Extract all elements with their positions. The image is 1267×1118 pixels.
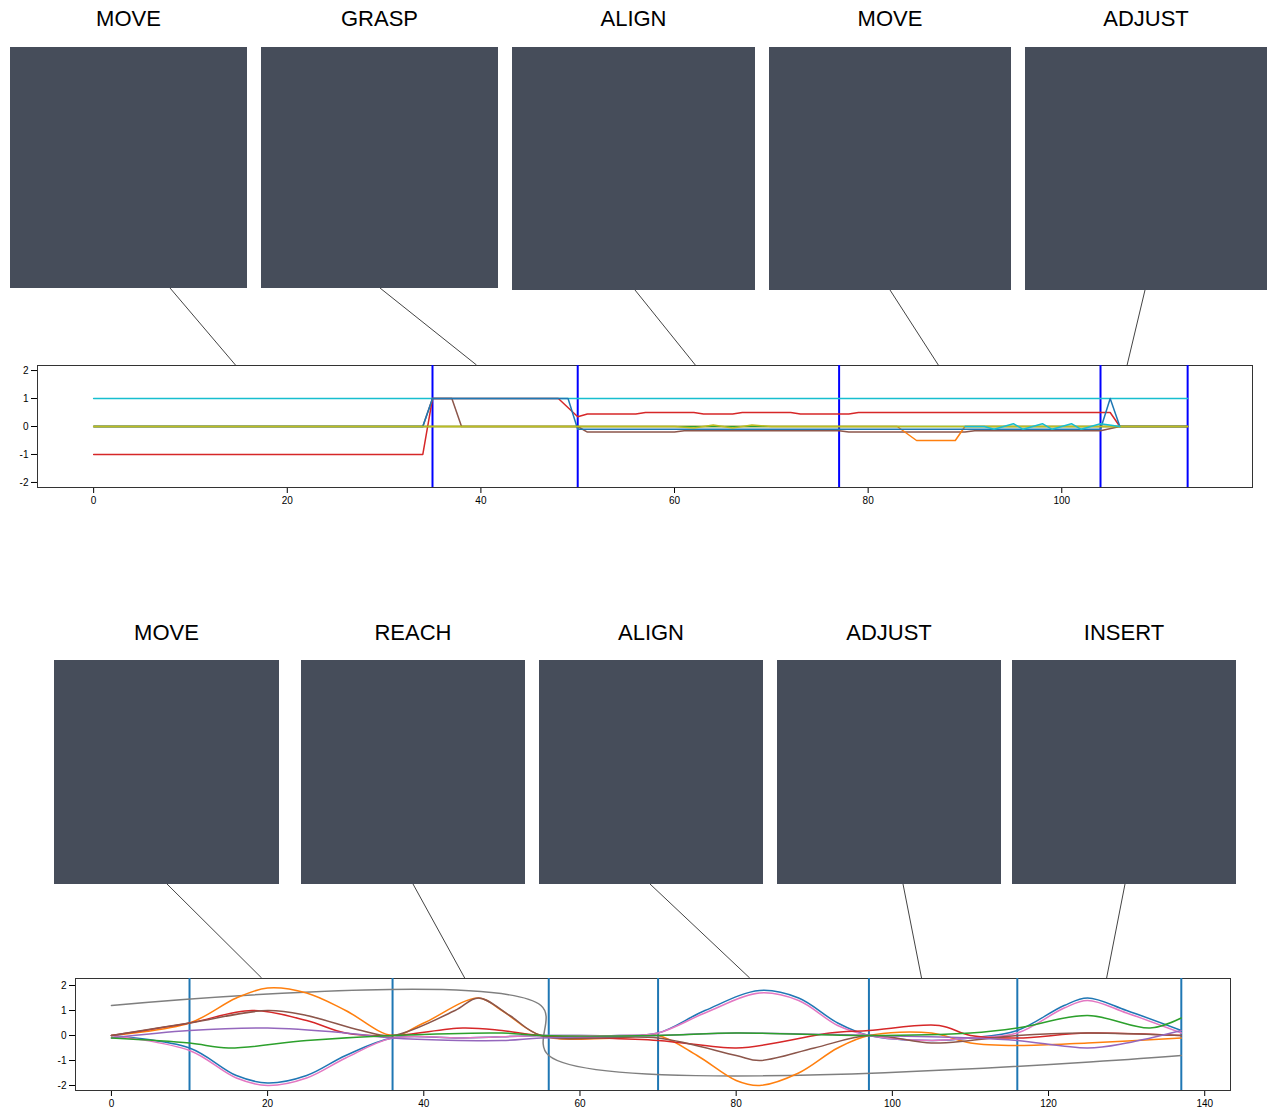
svg-text:40: 40	[418, 1098, 430, 1109]
svg-text:20: 20	[282, 495, 294, 506]
svg-text:80: 80	[863, 495, 875, 506]
svg-text:2: 2	[23, 365, 29, 376]
svg-text:80: 80	[731, 1098, 743, 1109]
html-text:MOVE: MOVE	[96, 6, 161, 31]
html-text:GRASP: GRASP	[341, 6, 418, 31]
html-text:ALIGN: ALIGN	[618, 620, 684, 645]
svg-text:0: 0	[61, 1030, 67, 1041]
svg-text:0: 0	[109, 1098, 115, 1109]
svg-text:20: 20	[262, 1098, 274, 1109]
svg-text:60: 60	[669, 495, 681, 506]
svg-text:-1: -1	[58, 1055, 67, 1066]
html-text:ADJUST: ADJUST	[1103, 6, 1189, 31]
svg-text:140: 140	[1196, 1098, 1213, 1109]
svg-text:120: 120	[1040, 1098, 1057, 1109]
html-text:INSERT: INSERT	[1083, 620, 1165, 645]
svg-text:-1: -1	[20, 449, 29, 460]
svg-text:2: 2	[61, 980, 67, 991]
html-text:MOVE: MOVE	[857, 6, 923, 31]
svg-text:0: 0	[23, 421, 29, 432]
html-text:ALIGN: ALIGN	[600, 6, 667, 31]
svg-text:1: 1	[61, 1005, 67, 1016]
html-text:ADJUST: ADJUST	[846, 620, 932, 645]
html-text:REACH: REACH	[374, 620, 452, 645]
html-text:MOVE: MOVE	[134, 620, 199, 645]
svg-text:-2: -2	[20, 477, 29, 488]
svg-text:100: 100	[1053, 495, 1070, 506]
svg-text:40: 40	[475, 495, 487, 506]
svg-text:1: 1	[23, 393, 29, 404]
svg-text:-2: -2	[58, 1080, 67, 1091]
svg-text:100: 100	[884, 1098, 901, 1109]
svg-text:0: 0	[91, 495, 97, 506]
svg-text:60: 60	[574, 1098, 586, 1109]
